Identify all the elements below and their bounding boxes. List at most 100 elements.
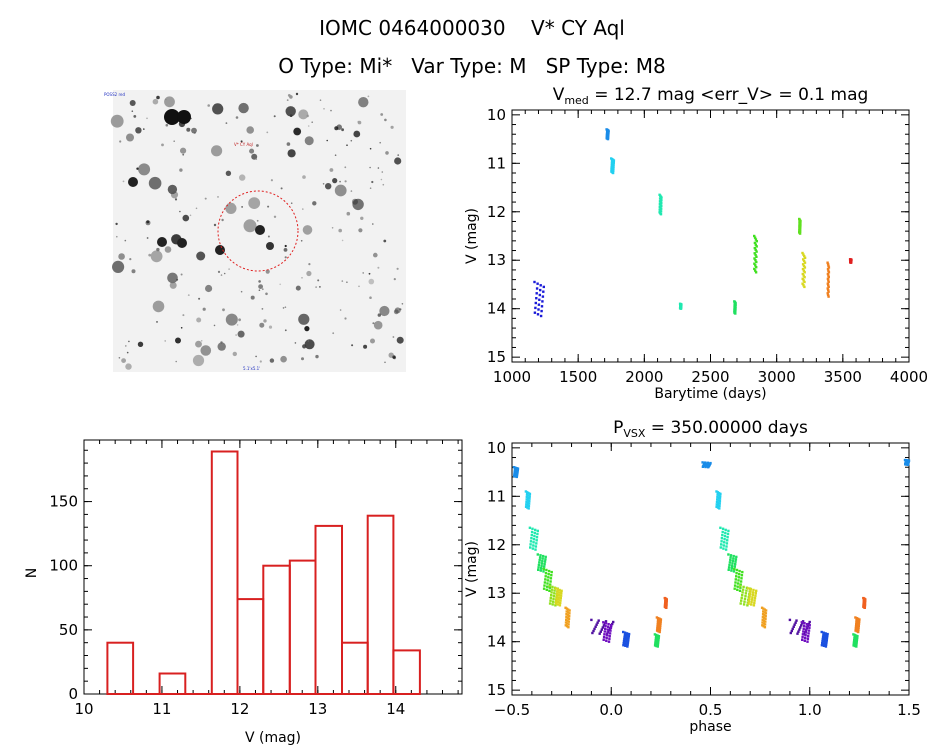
data-point bbox=[657, 623, 661, 627]
data-point bbox=[722, 544, 725, 547]
data-point bbox=[728, 561, 732, 564]
data-point bbox=[719, 495, 722, 498]
data-point bbox=[607, 623, 610, 626]
x-axis-label: phase bbox=[689, 719, 731, 735]
sky-star bbox=[161, 143, 164, 147]
data-point bbox=[807, 629, 811, 632]
data-point bbox=[825, 641, 828, 644]
data-point bbox=[564, 624, 567, 627]
sky-star bbox=[358, 285, 360, 288]
data-point bbox=[852, 642, 855, 645]
data-point bbox=[760, 606, 764, 609]
data-point bbox=[540, 309, 543, 313]
data-point bbox=[737, 579, 740, 582]
data-point bbox=[737, 576, 741, 579]
data-point bbox=[565, 607, 569, 610]
data-point bbox=[753, 601, 756, 605]
data-point bbox=[761, 618, 764, 621]
data-point bbox=[824, 645, 828, 648]
data-point bbox=[529, 543, 532, 546]
data-point bbox=[719, 526, 722, 529]
data-point bbox=[565, 610, 568, 613]
sky-scale-label: 5.1'x5.1' bbox=[243, 366, 260, 371]
sky-star bbox=[238, 318, 242, 322]
data-point bbox=[626, 645, 629, 648]
sky-star bbox=[170, 191, 179, 199]
data-point bbox=[656, 637, 659, 641]
y-tick-label: 15 bbox=[487, 348, 506, 366]
data-point bbox=[657, 640, 660, 643]
data-point bbox=[716, 498, 719, 501]
data-point bbox=[612, 169, 615, 173]
data-point bbox=[754, 269, 757, 272]
data-point bbox=[854, 637, 857, 641]
sky-star bbox=[204, 197, 207, 200]
data-point bbox=[761, 613, 765, 616]
sky-star bbox=[372, 322, 375, 325]
y-tick-label: 11 bbox=[487, 487, 506, 505]
data-point bbox=[554, 602, 558, 605]
data-point bbox=[536, 313, 540, 316]
sky-star bbox=[388, 352, 394, 358]
data-point bbox=[788, 618, 792, 622]
data-point bbox=[753, 262, 756, 265]
data-point bbox=[730, 567, 733, 570]
histogram-bar bbox=[236, 598, 265, 695]
sky-star bbox=[360, 216, 364, 220]
data-point bbox=[656, 643, 660, 646]
data-point bbox=[529, 540, 533, 543]
data-point bbox=[716, 491, 719, 494]
data-point bbox=[718, 507, 721, 510]
data-point bbox=[719, 546, 722, 549]
data-point bbox=[717, 491, 721, 495]
data-point bbox=[515, 469, 518, 473]
data-point bbox=[800, 621, 803, 624]
data-point bbox=[751, 591, 755, 594]
data-point bbox=[660, 201, 663, 205]
data-point bbox=[626, 643, 629, 646]
data-point bbox=[716, 493, 719, 496]
data-point bbox=[533, 280, 536, 284]
data-point bbox=[542, 587, 546, 590]
data-point bbox=[533, 534, 536, 538]
data-point bbox=[525, 493, 529, 496]
data-point bbox=[567, 617, 571, 620]
data-point bbox=[863, 606, 866, 609]
sky-star bbox=[196, 317, 202, 323]
data-point bbox=[793, 623, 796, 626]
data-point bbox=[543, 581, 547, 584]
sky-star bbox=[319, 99, 322, 101]
data-point bbox=[701, 461, 704, 464]
data-point bbox=[540, 564, 543, 567]
sky-star bbox=[164, 96, 175, 108]
data-point bbox=[653, 644, 657, 647]
data-point bbox=[516, 468, 519, 472]
data-point bbox=[564, 606, 567, 609]
data-point bbox=[855, 640, 858, 643]
sky-star bbox=[256, 144, 259, 147]
sky-star bbox=[322, 183, 325, 185]
data-point bbox=[826, 263, 830, 266]
data-point bbox=[538, 293, 541, 297]
data-point bbox=[852, 644, 855, 647]
data-point bbox=[753, 596, 757, 600]
panel-title: PVSX = 350.00000 days bbox=[613, 418, 808, 440]
sky-star bbox=[304, 339, 315, 350]
sky-star bbox=[323, 108, 325, 110]
data-point bbox=[805, 625, 808, 629]
data-point bbox=[564, 621, 568, 624]
x-tick-label: 12 bbox=[230, 700, 249, 718]
sky-star bbox=[258, 289, 261, 292]
data-point bbox=[542, 290, 545, 293]
data-point bbox=[821, 637, 824, 641]
data-point bbox=[755, 260, 758, 264]
sky-star bbox=[156, 321, 158, 323]
data-point bbox=[827, 290, 830, 293]
data-point bbox=[604, 622, 608, 625]
sky-star bbox=[330, 109, 332, 112]
data-point bbox=[725, 542, 729, 545]
sky-star bbox=[258, 280, 261, 283]
data-point bbox=[821, 641, 824, 645]
data-point bbox=[654, 637, 658, 640]
data-point bbox=[827, 276, 830, 279]
